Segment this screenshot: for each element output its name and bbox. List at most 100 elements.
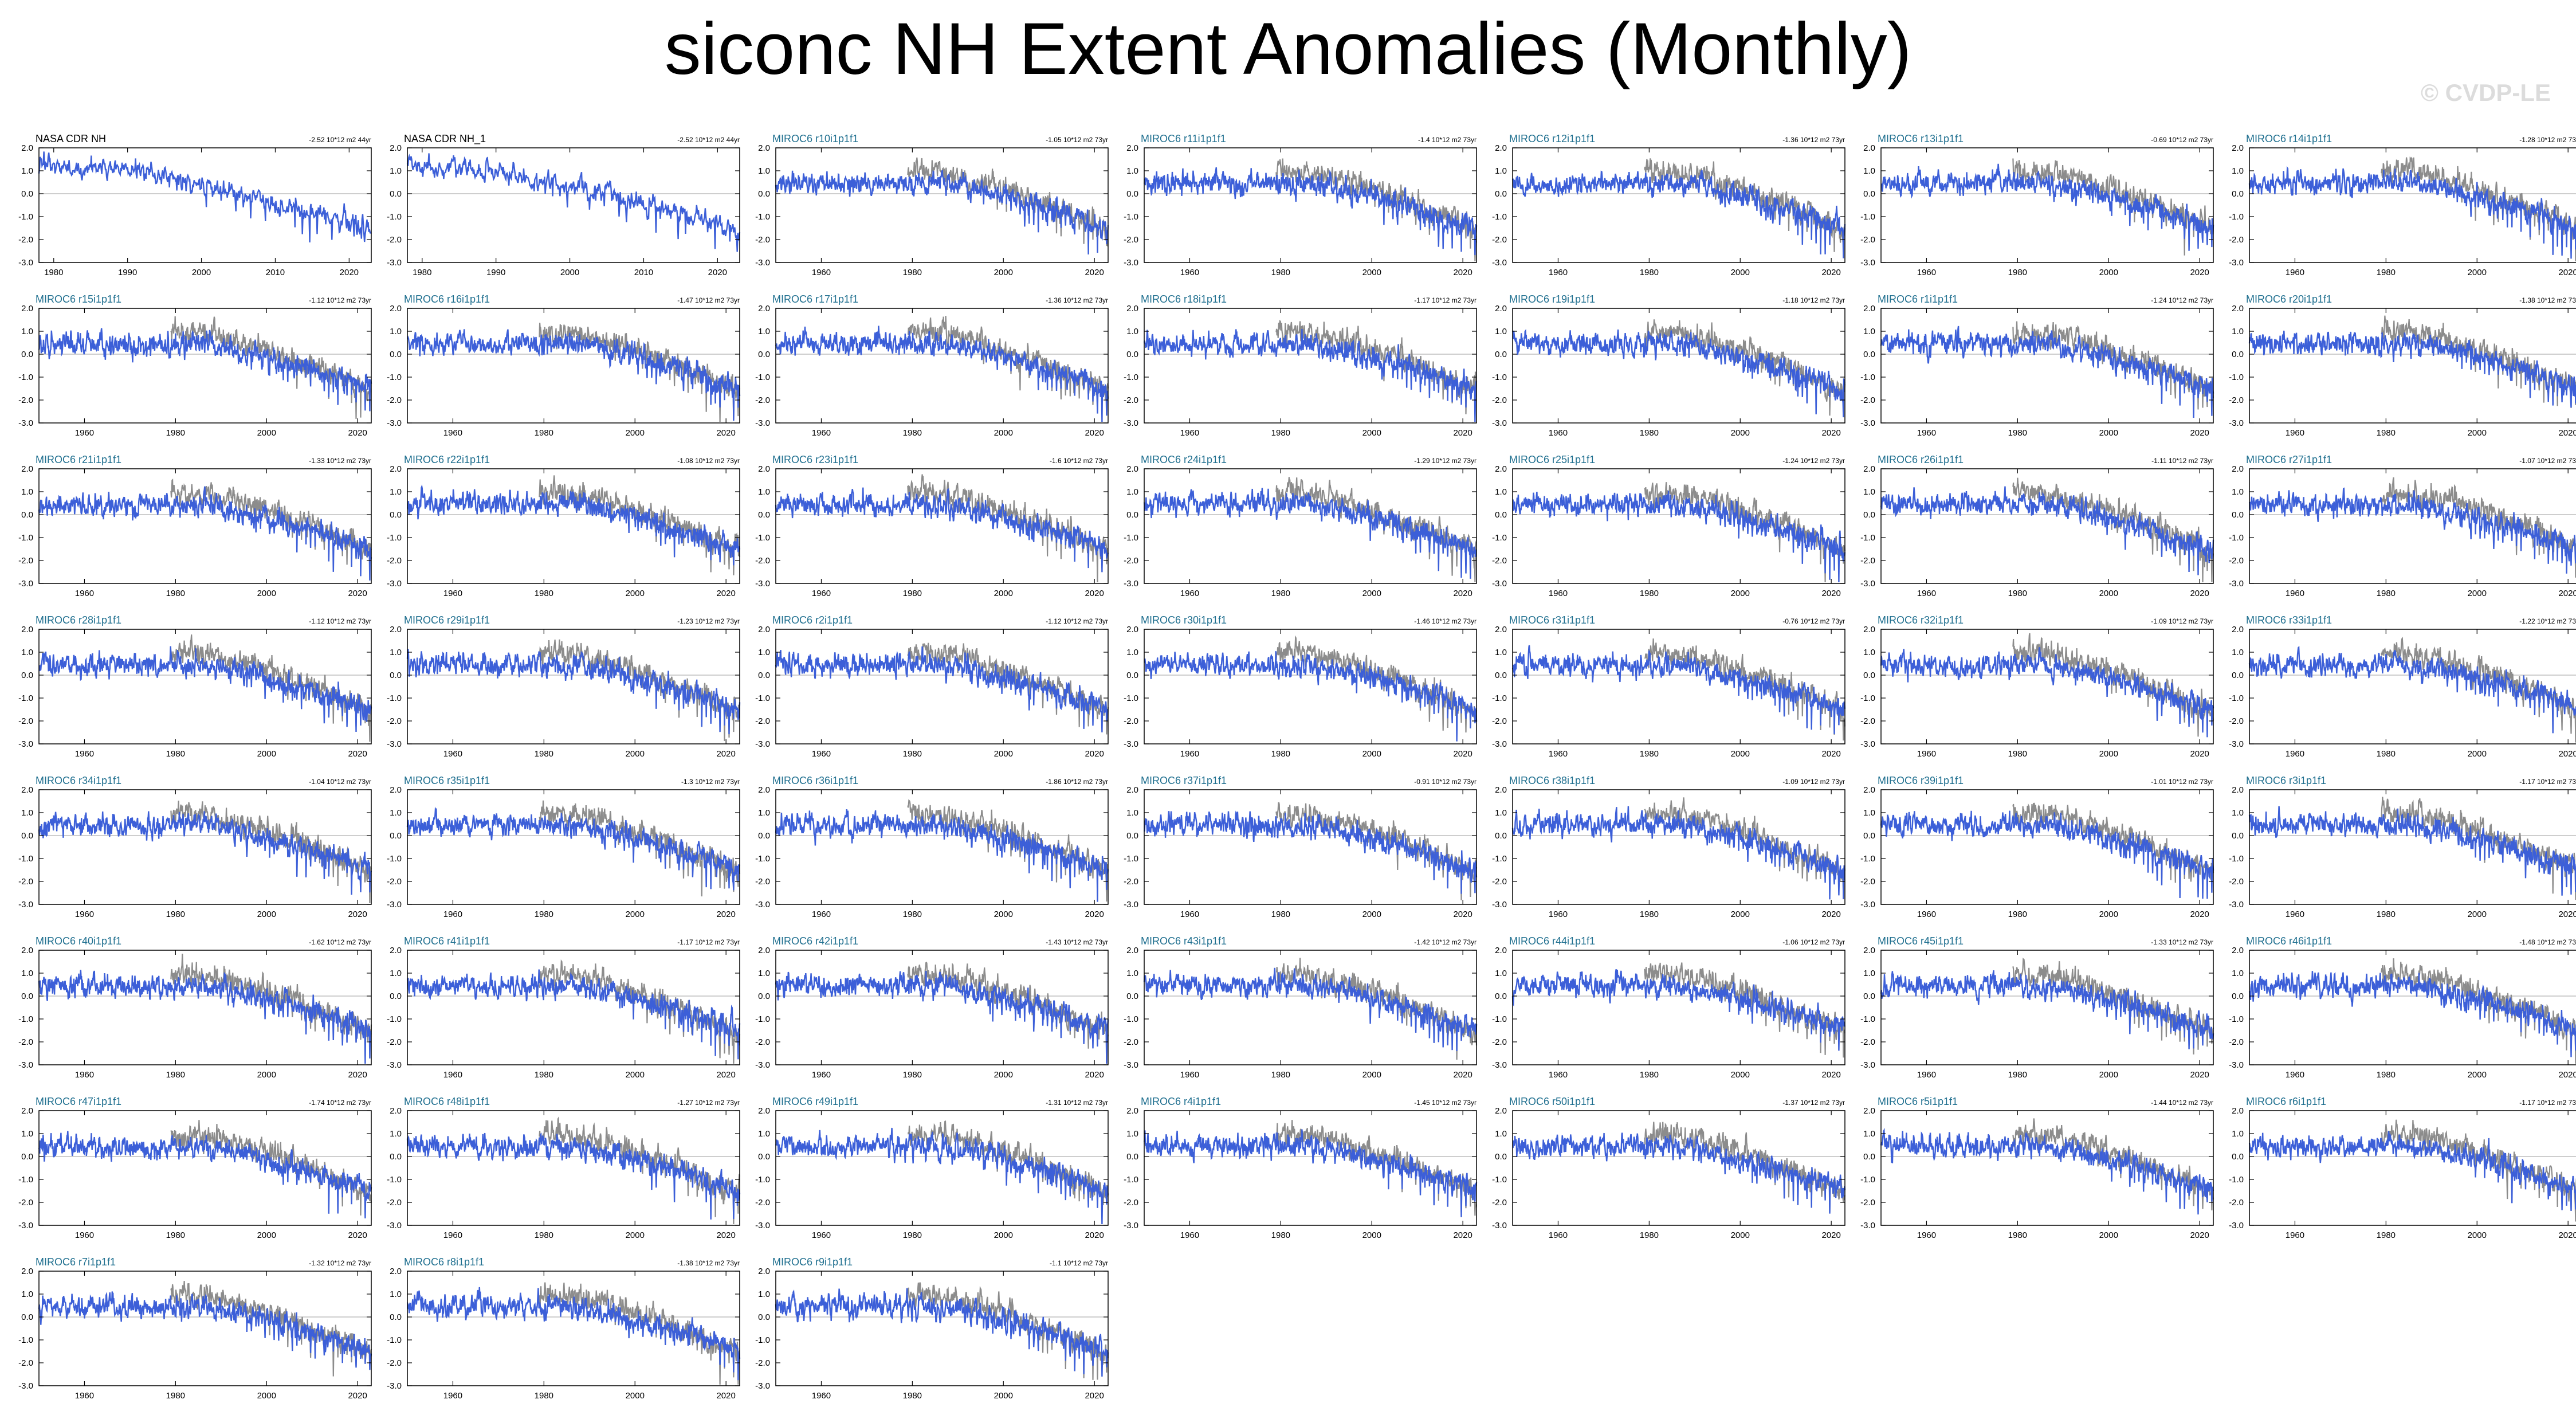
panel-trend-label: -1.36 10*12 m2 73yr <box>1782 136 1845 144</box>
panel-trend-label: -1.4 10*12 m2 73yr <box>1418 136 1477 144</box>
series-line <box>406 806 741 891</box>
y-tick-label: 0.0 <box>758 1312 770 1322</box>
x-tick-label: 1960 <box>75 1230 94 1240</box>
y-tick-label: -2.0 <box>2229 1198 2244 1208</box>
panel-trend-label: -1.32 10*12 m2 73yr <box>309 1259 371 1267</box>
chart-panel: MIROC6 r16i1p1f1 -1.47 10*12 m2 73yr 2.0 1.… <box>380 285 747 446</box>
chart-panel: MIROC6 r6i1p1f1 -1.17 10*12 m2 73yr 2.0 1.0… <box>2222 1088 2576 1248</box>
y-tick-label: 1.0 <box>1495 648 1507 657</box>
y-tick-label: 2.0 <box>1126 464 1138 474</box>
y-tick-label: -3.0 <box>1860 739 1875 749</box>
series-line <box>775 1288 1109 1377</box>
panel-trend-label: -1.38 10*12 m2 73yr <box>2519 296 2576 304</box>
y-tick-label: 0.0 <box>390 510 402 520</box>
x-tick-label: 2020 <box>1085 589 1104 598</box>
axes-frame <box>38 629 372 744</box>
panel-trend-label: -1.04 10*12 m2 73yr <box>309 778 371 786</box>
axes-frame <box>38 1271 372 1386</box>
x-tick-label: 1980 <box>2377 589 2396 598</box>
panel-trend-label: -1.45 10*12 m2 73yr <box>1414 1099 1477 1107</box>
chart-panel: NASA CDR NH -2.52 10*12 m2 44yr 2.0 1.0 0.0 -… <box>11 125 378 285</box>
x-tick-label: 1960 <box>1549 1070 1568 1080</box>
chart-panel: MIROC6 r10i1p1f1 -1.05 10*12 m2 73yr 2.0 1.… <box>748 125 1115 285</box>
y-tick-label: -3.0 <box>387 739 402 749</box>
x-tick-label: 2000 <box>1731 1230 1750 1240</box>
y-tick-label: 1.0 <box>1863 1129 1875 1139</box>
axes-frame <box>1512 789 1845 905</box>
panel-title: MIROC6 r15i1p1f1 <box>36 293 121 305</box>
panel-title: MIROC6 r37i1p1f1 <box>1141 775 1227 786</box>
y-tick-label: -1.0 <box>1124 212 1138 222</box>
y-tick-label: 0.0 <box>21 510 33 520</box>
series-line <box>38 970 372 1064</box>
y-tick-label: -1.0 <box>387 1175 402 1185</box>
y-tick-label: -1.0 <box>1124 373 1138 382</box>
y-tick-label: 1.0 <box>758 808 770 818</box>
axes-frame <box>1512 629 1845 744</box>
panel-svg: MIROC6 r6i1p1f1 -1.17 10*12 m2 73yr 2.0 1.0… <box>2229 1096 2576 1240</box>
y-tick-label: 2.0 <box>2232 143 2244 153</box>
x-tick-label: 2000 <box>2099 589 2118 598</box>
y-tick-label: 2.0 <box>21 464 33 474</box>
panel-svg: MIROC6 r9i1p1f1 -1.1 10*12 m2 73yr 2.0 1.0 0… <box>755 1256 1109 1401</box>
y-tick-label: -2.0 <box>755 235 770 245</box>
axes-frame <box>1880 950 2214 1065</box>
y-tick-label: -3.0 <box>1492 258 1507 268</box>
panel-title: NASA CDR NH_1 <box>404 133 486 145</box>
x-tick-label: 1980 <box>1640 589 1659 598</box>
x-tick-label: 2000 <box>626 1070 645 1080</box>
obs-overlay-line <box>2381 958 2576 1064</box>
y-tick-label: 0.0 <box>1495 671 1507 680</box>
y-tick-label: 1.0 <box>21 1289 33 1299</box>
y-tick-label: -1.0 <box>18 533 33 543</box>
panel-trend-label: -0.76 10*12 m2 73yr <box>1782 617 1845 625</box>
y-tick-label: -1.0 <box>387 1335 402 1345</box>
x-tick-label: 2020 <box>1821 910 1840 919</box>
y-tick-label: 2.0 <box>1863 143 1875 153</box>
panel-title: MIROC6 r34i1p1f1 <box>36 775 121 786</box>
x-tick-label: 1980 <box>2377 1230 2396 1240</box>
y-tick-label: -1.0 <box>2229 693 2244 703</box>
panel-trend-label: -1.38 10*12 m2 73yr <box>677 1259 740 1267</box>
chart-panel: MIROC6 r11i1p1f1 -1.4 10*12 m2 73yr 2.0 1.0… <box>1117 125 1483 285</box>
chart-panel: MIROC6 r20i1p1f1 -1.38 10*12 m2 73yr 2.0 1.… <box>2222 285 2576 446</box>
y-tick-label: -1.0 <box>755 693 770 703</box>
chart-panel: MIROC6 r46i1p1f1 -1.48 10*12 m2 73yr 2.0 1.… <box>2222 927 2576 1088</box>
panel-svg: MIROC6 r38i1p1f1 -1.09 10*12 m2 73yr 2.0 1.… <box>1492 775 1846 919</box>
panel-title: MIROC6 r39i1p1f1 <box>1878 775 1964 786</box>
axes-frame <box>775 950 1109 1065</box>
panel-trend-label: -1.31 10*12 m2 73yr <box>1046 1099 1108 1107</box>
chart-panel: MIROC6 r48i1p1f1 -1.27 10*12 m2 73yr 2.0 1.… <box>380 1088 747 1248</box>
panel-svg: MIROC6 r7i1p1f1 -1.32 10*12 m2 73yr 2.0 1.0… <box>18 1256 372 1401</box>
x-tick-label: 1960 <box>812 268 831 277</box>
chart-panel: MIROC6 r23i1p1f1 -1.6 10*12 m2 73yr 2.0 1.0… <box>748 446 1115 606</box>
y-tick-label: 1.0 <box>758 648 770 657</box>
axes-frame <box>775 147 1109 263</box>
x-tick-label: 1980 <box>1271 268 1290 277</box>
x-tick-label: 1980 <box>2377 1070 2396 1080</box>
panel-trend-label: -1.09 10*12 m2 73yr <box>1782 778 1845 786</box>
y-tick-label: -1.0 <box>18 854 33 864</box>
panel-title: MIROC6 r40i1p1f1 <box>36 935 121 947</box>
y-tick-label: 0.0 <box>1863 1152 1875 1162</box>
x-tick-label: 1980 <box>1640 268 1659 277</box>
y-tick-label: 1.0 <box>1126 327 1138 336</box>
x-tick-label: 2020 <box>1453 268 1472 277</box>
panel-svg: MIROC6 r29i1p1f1 -1.23 10*12 m2 73yr 2.0 1.… <box>387 614 741 759</box>
y-tick-label: 1.0 <box>1495 487 1507 497</box>
y-tick-label: -3.0 <box>755 1381 770 1391</box>
x-tick-label: 1980 <box>535 1230 553 1240</box>
x-tick-label: 2020 <box>2190 428 2209 438</box>
y-tick-label: 2.0 <box>1863 1106 1875 1116</box>
y-tick-label: -1.0 <box>387 693 402 703</box>
y-tick-label: 2.0 <box>1863 464 1875 474</box>
y-tick-label: -2.0 <box>1492 877 1507 887</box>
x-tick-label: 1960 <box>1180 749 1199 759</box>
chart-panel: MIROC6 r42i1p1f1 -1.43 10*12 m2 73yr 2.0 1.… <box>748 927 1115 1088</box>
obs-overlay-line <box>539 800 741 897</box>
x-tick-label: 2000 <box>1731 749 1750 759</box>
panel-title: MIROC6 r49i1p1f1 <box>772 1096 858 1107</box>
y-tick-label: 2.0 <box>758 464 770 474</box>
y-tick-label: -3.0 <box>1860 900 1875 910</box>
x-tick-label: 1980 <box>535 1391 553 1401</box>
